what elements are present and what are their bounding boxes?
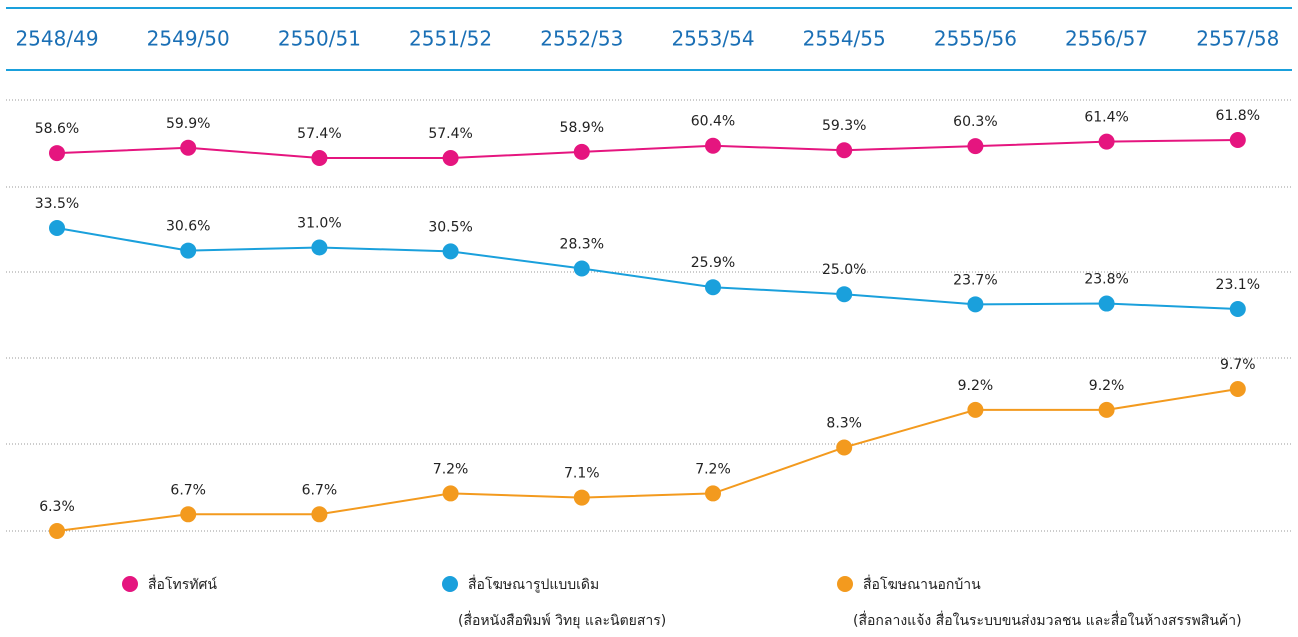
- data-label: 61.4%: [1084, 110, 1128, 126]
- data-point: [180, 242, 197, 259]
- data-label: 59.3%: [822, 118, 866, 134]
- data-label: 59.9%: [166, 116, 210, 132]
- data-label: 6.7%: [170, 482, 206, 498]
- legend-label: สื่อโฆษณารูปแบบเดิม: [468, 575, 599, 593]
- legend-label: สื่อโทรทัศน์: [148, 575, 217, 593]
- legend-note: (สื่อกลางแจ้ง สื่อในระบบขนส่งมวลชน และสื…: [853, 611, 1242, 629]
- data-point: [49, 523, 65, 539]
- data-point: [573, 489, 590, 506]
- data-point: [1229, 301, 1246, 317]
- data-point: [311, 506, 328, 523]
- legend-label: สื่อโฆษณานอกบ้าน: [863, 575, 981, 593]
- data-label: 57.4%: [297, 126, 341, 142]
- legend-marker: [442, 576, 458, 592]
- data-label: 31.0%: [297, 215, 341, 231]
- data-label: 30.5%: [428, 219, 472, 235]
- data-label: 60.3%: [953, 114, 997, 130]
- data-label: 61.8%: [1216, 108, 1260, 124]
- data-point: [49, 145, 65, 162]
- data-label: 30.6%: [166, 219, 210, 235]
- data-point: [705, 485, 721, 502]
- data-label: 7.2%: [433, 461, 469, 477]
- x-tick-label: 2550/51: [278, 27, 361, 51]
- data-point: [705, 279, 721, 296]
- data-label: 57.4%: [428, 126, 472, 142]
- data-point: [1229, 381, 1246, 397]
- data-point: [1098, 133, 1115, 150]
- data-point: [573, 143, 590, 160]
- data-point: [1098, 401, 1115, 418]
- data-label: 60.4%: [691, 114, 735, 130]
- data-label: 9.2%: [958, 378, 994, 394]
- data-point: [180, 139, 197, 156]
- data-label: 28.3%: [560, 237, 604, 253]
- series-line: [56, 139, 1238, 159]
- legend-marker: [837, 576, 853, 592]
- data-label: 25.0%: [822, 262, 866, 278]
- x-tick-label: 2549/50: [147, 27, 230, 51]
- data-label: 8.3%: [826, 415, 862, 431]
- x-tick-label: 2554/55: [803, 27, 886, 51]
- data-label: 25.9%: [691, 255, 735, 271]
- data-point: [49, 220, 65, 236]
- legend-note: (สื่อหนังสือพิมพ์ วิทยุ และนิตยสาร): [458, 611, 666, 629]
- data-label: 23.7%: [953, 272, 997, 288]
- data-label: 9.2%: [1089, 378, 1125, 394]
- data-point: [967, 138, 984, 155]
- data-point: [967, 401, 984, 418]
- data-point: [836, 286, 853, 303]
- data-point: [180, 506, 197, 523]
- data-point: [1098, 295, 1115, 312]
- data-point: [311, 150, 328, 166]
- data-label: 58.9%: [560, 120, 604, 136]
- data-label: 23.1%: [1216, 277, 1260, 293]
- x-tick-label: 2556/57: [1065, 27, 1148, 51]
- x-tick-label: 2557/58: [1196, 27, 1279, 51]
- data-label: 33.5%: [35, 196, 79, 212]
- data-label: 58.6%: [35, 121, 79, 137]
- legend-marker: [122, 576, 138, 592]
- x-tick-label: 2551/52: [409, 27, 492, 51]
- x-tick-label: 2548/49: [15, 27, 98, 51]
- data-label: 6.3%: [39, 499, 75, 515]
- series-line: [56, 388, 1238, 532]
- data-label: 7.1%: [564, 466, 600, 482]
- x-tick-label: 2555/56: [934, 27, 1017, 51]
- data-label: 7.2%: [695, 461, 731, 477]
- x-tick-label: 2553/54: [671, 27, 754, 51]
- data-point: [442, 485, 459, 502]
- data-point: [442, 150, 459, 166]
- data-label: 6.7%: [302, 482, 338, 498]
- data-point: [311, 239, 328, 256]
- data-label: 23.8%: [1084, 272, 1128, 288]
- data-point: [442, 243, 459, 260]
- data-point: [836, 439, 853, 456]
- x-tick-label: 2552/53: [540, 27, 623, 51]
- data-point: [836, 142, 853, 159]
- data-point: [967, 296, 984, 313]
- data-label: 9.7%: [1220, 357, 1256, 373]
- data-point: [705, 137, 721, 154]
- data-point: [1229, 132, 1246, 148]
- data-point: [573, 260, 590, 277]
- series-line: [56, 227, 1238, 310]
